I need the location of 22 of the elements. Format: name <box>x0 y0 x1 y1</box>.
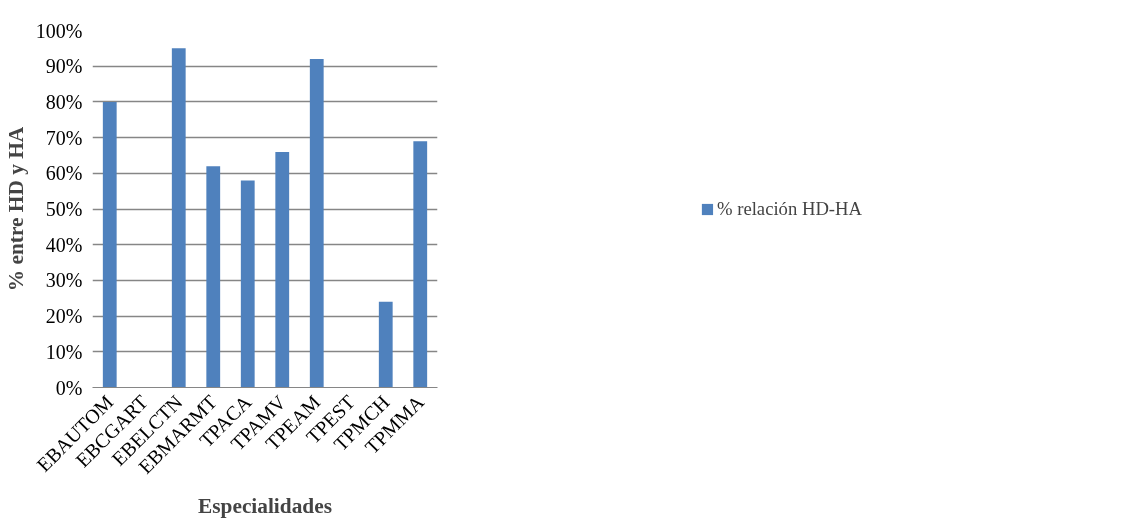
bar <box>309 59 324 388</box>
y-axis-title: % entre HD y HA <box>3 126 28 292</box>
legend-label: % relación HD-HA <box>716 197 863 220</box>
bar <box>240 180 255 388</box>
y-tick-label: 10% <box>45 340 83 363</box>
y-tick-label: 100% <box>35 19 83 42</box>
x-axis-title: Especialidades <box>198 493 332 518</box>
y-tick-label: 90% <box>45 55 83 78</box>
bar <box>206 166 221 388</box>
y-tick-label: 70% <box>45 126 83 149</box>
y-tick-label: 0% <box>55 376 83 399</box>
y-tick-label: 50% <box>45 198 83 220</box>
y-tick-label: 60% <box>45 162 83 185</box>
bar <box>413 141 428 388</box>
bar <box>102 101 117 388</box>
bar <box>378 301 393 388</box>
y-tick-label: 30% <box>45 269 83 292</box>
y-tick-label: 80% <box>45 90 83 113</box>
bar <box>171 48 186 388</box>
y-tick-label: 20% <box>45 305 83 328</box>
y-tick-label: 40% <box>45 233 83 256</box>
bar <box>275 151 290 388</box>
